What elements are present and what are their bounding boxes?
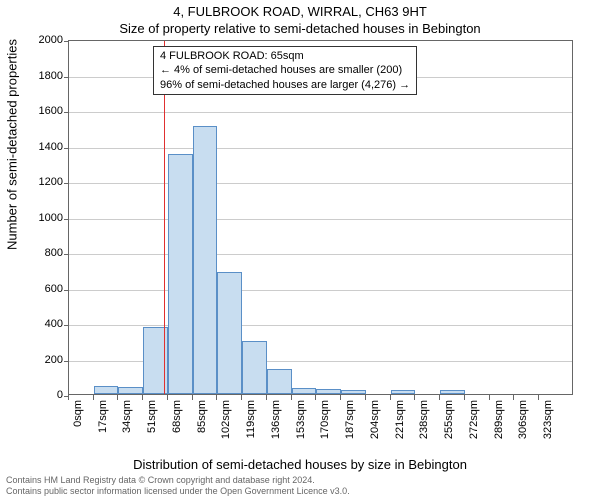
x-tick-mark bbox=[340, 395, 341, 400]
x-tick-label: 187sqm bbox=[344, 400, 356, 439]
histogram-bar bbox=[341, 390, 366, 394]
annotation-box: 4 FULBROOK ROAD: 65sqm ← 4% of semi-deta… bbox=[153, 46, 417, 95]
x-tick-mark bbox=[117, 395, 118, 400]
x-tick-label: 255sqm bbox=[443, 400, 455, 439]
footer-line2: Contains public sector information licen… bbox=[6, 486, 350, 497]
x-tick-mark bbox=[266, 395, 267, 400]
x-tick-mark bbox=[315, 395, 316, 400]
x-tick-label: 238sqm bbox=[418, 400, 430, 439]
x-tick-mark bbox=[68, 395, 69, 400]
y-tick-label: 600 bbox=[13, 283, 63, 295]
x-tick-mark bbox=[489, 395, 490, 400]
x-tick-label: 85sqm bbox=[196, 400, 208, 433]
y-tick-mark bbox=[64, 254, 69, 255]
histogram-bar bbox=[168, 154, 193, 394]
histogram-bar bbox=[242, 341, 267, 394]
histogram-bar bbox=[440, 390, 465, 394]
y-tick-mark bbox=[64, 112, 69, 113]
x-tick-label: 170sqm bbox=[319, 400, 331, 439]
y-tick-mark bbox=[64, 148, 69, 149]
x-tick-mark bbox=[192, 395, 193, 400]
histogram-bar bbox=[118, 387, 143, 394]
annotation-line2: ← 4% of semi-detached houses are smaller… bbox=[160, 63, 410, 77]
x-tick-label: 0sqm bbox=[72, 400, 84, 427]
x-tick-label: 289sqm bbox=[493, 400, 505, 439]
y-tick-label: 1600 bbox=[13, 105, 63, 117]
y-tick-label: 1200 bbox=[13, 176, 63, 188]
x-tick-mark bbox=[142, 395, 143, 400]
x-tick-label: 51sqm bbox=[146, 400, 158, 433]
x-tick-label: 323sqm bbox=[542, 400, 554, 439]
x-tick-label: 17sqm bbox=[97, 400, 109, 433]
x-tick-mark bbox=[365, 395, 366, 400]
histogram-bar bbox=[217, 272, 242, 394]
y-tick-label: 0 bbox=[13, 389, 63, 401]
y-tick-mark bbox=[64, 325, 69, 326]
x-tick-mark bbox=[464, 395, 465, 400]
histogram-bar bbox=[193, 126, 218, 394]
y-tick-label: 800 bbox=[13, 247, 63, 259]
x-tick-mark bbox=[390, 395, 391, 400]
x-tick-mark bbox=[291, 395, 292, 400]
x-tick-mark bbox=[216, 395, 217, 400]
histogram-bar bbox=[292, 388, 317, 394]
gridline bbox=[69, 254, 572, 255]
annotation-line1: 4 FULBROOK ROAD: 65sqm bbox=[160, 49, 410, 63]
x-tick-label: 221sqm bbox=[394, 400, 406, 439]
x-tick-mark bbox=[513, 395, 514, 400]
x-tick-mark bbox=[167, 395, 168, 400]
histogram-chart: 4 FULBROOK ROAD: 65sqm ← 4% of semi-deta… bbox=[68, 40, 573, 395]
chart-title-line1: 4, FULBROOK ROAD, WIRRAL, CH63 9HT bbox=[0, 4, 600, 19]
x-tick-label: 68sqm bbox=[171, 400, 183, 433]
x-tick-label: 34sqm bbox=[121, 400, 133, 433]
histogram-bar bbox=[94, 386, 119, 394]
y-tick-label: 2000 bbox=[13, 34, 63, 46]
x-tick-mark bbox=[538, 395, 539, 400]
histogram-bar bbox=[391, 390, 416, 394]
chart-title-line2: Size of property relative to semi-detach… bbox=[0, 21, 600, 36]
y-tick-label: 1000 bbox=[13, 212, 63, 224]
y-tick-mark bbox=[64, 361, 69, 362]
histogram-bar bbox=[267, 369, 292, 394]
x-tick-mark bbox=[241, 395, 242, 400]
gridline bbox=[69, 112, 572, 113]
y-tick-mark bbox=[64, 219, 69, 220]
y-tick-mark bbox=[64, 183, 69, 184]
x-axis-label: Distribution of semi-detached houses by … bbox=[0, 457, 600, 472]
gridline bbox=[69, 183, 572, 184]
x-tick-label: 204sqm bbox=[369, 400, 381, 439]
footer-line1: Contains HM Land Registry data © Crown c… bbox=[6, 475, 350, 486]
histogram-bar bbox=[316, 389, 341, 394]
x-tick-label: 119sqm bbox=[245, 400, 257, 438]
x-tick-label: 272sqm bbox=[468, 400, 480, 439]
y-tick-mark bbox=[64, 290, 69, 291]
x-tick-mark bbox=[439, 395, 440, 400]
x-tick-label: 306sqm bbox=[517, 400, 529, 439]
x-tick-label: 102sqm bbox=[220, 400, 232, 439]
y-tick-mark bbox=[64, 41, 69, 42]
footer-attribution: Contains HM Land Registry data © Crown c… bbox=[6, 475, 350, 497]
y-tick-mark bbox=[64, 77, 69, 78]
y-tick-label: 1400 bbox=[13, 141, 63, 153]
gridline bbox=[69, 290, 572, 291]
gridline bbox=[69, 219, 572, 220]
x-tick-label: 153sqm bbox=[295, 400, 307, 439]
x-tick-mark bbox=[414, 395, 415, 400]
y-tick-label: 200 bbox=[13, 354, 63, 366]
gridline bbox=[69, 148, 572, 149]
y-tick-label: 400 bbox=[13, 318, 63, 330]
x-tick-mark bbox=[93, 395, 94, 400]
annotation-line3: 96% of semi-detached houses are larger (… bbox=[160, 78, 410, 92]
x-tick-label: 136sqm bbox=[270, 400, 282, 439]
y-tick-label: 1800 bbox=[13, 70, 63, 82]
